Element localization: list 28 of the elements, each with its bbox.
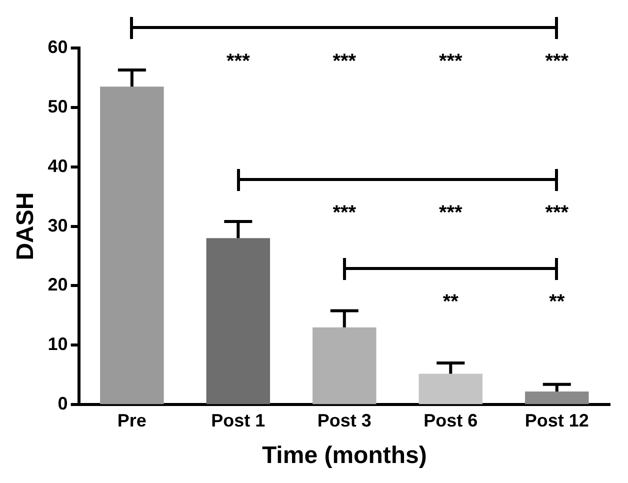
annotation: *** <box>438 50 463 73</box>
x-axis-title: Time (months) <box>262 442 427 470</box>
bar <box>418 374 483 404</box>
y-tick-label: 40 <box>48 156 68 176</box>
annotation: *** <box>438 202 463 224</box>
y-tick-label: 20 <box>48 274 68 295</box>
y-tick-label: 0 <box>58 394 68 414</box>
annotation: *** <box>545 202 569 224</box>
annotation: ** <box>442 291 459 314</box>
x-tick-label: Post 3 <box>317 410 372 430</box>
x-tick-label: Post 6 <box>424 410 478 430</box>
bar <box>100 86 164 404</box>
annotation: *** <box>332 50 356 73</box>
bar <box>206 238 270 404</box>
annotation: *** <box>545 50 569 73</box>
bar <box>312 327 376 404</box>
y-axis-title: DASH <box>12 192 40 260</box>
x-tick-label: Pre <box>117 410 146 430</box>
x-tick-label: Post 12 <box>524 410 589 430</box>
bar <box>525 392 589 404</box>
annotation: *** <box>226 50 250 73</box>
annotation: ** <box>549 291 565 314</box>
y-tick-label: 50 <box>48 96 68 116</box>
y-tick-label: 30 <box>48 215 68 236</box>
y-tick-label: 60 <box>48 36 68 57</box>
x-tick-label: Post 1 <box>211 410 266 430</box>
annotation: *** <box>332 202 356 224</box>
y-tick-label: 10 <box>48 334 68 354</box>
